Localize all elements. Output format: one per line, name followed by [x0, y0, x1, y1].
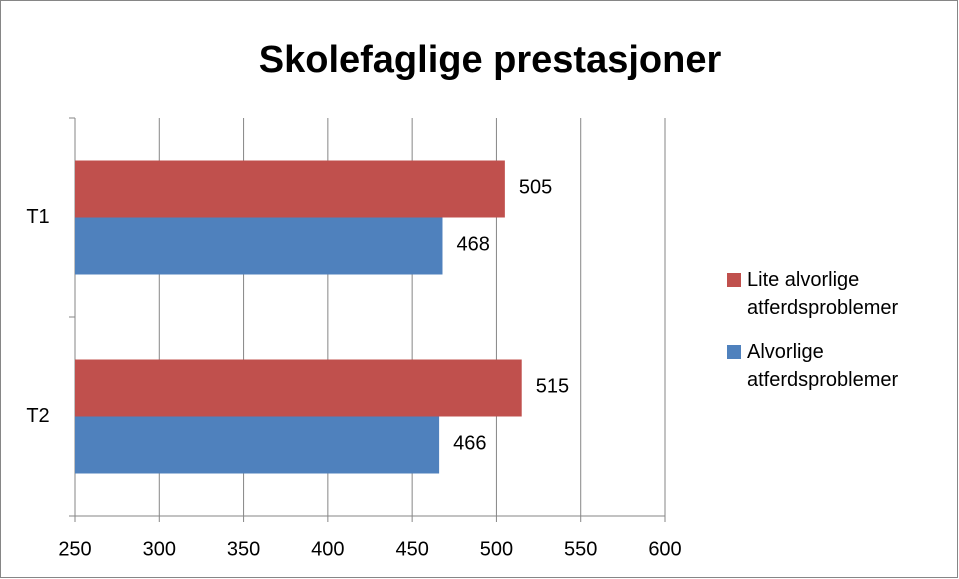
x-tick-label: 550 [564, 538, 597, 560]
legend-item: Alvorlige atferdsproblemer [727, 338, 947, 394]
data-label: 505 [519, 176, 552, 198]
x-tick-label: 300 [143, 538, 176, 560]
bar [75, 160, 505, 218]
y-tick-label: T1 [26, 206, 49, 228]
x-tick-label: 450 [395, 538, 428, 560]
x-tick-label: 600 [648, 538, 681, 560]
legend-label: Alvorlige atferdsproblemer [747, 341, 899, 391]
x-tick-label: 250 [58, 538, 91, 560]
y-tick-label: T2 [26, 405, 49, 427]
bar [75, 359, 522, 417]
data-label: 466 [453, 432, 486, 454]
legend-item: Lite alvorlige atferdsproblemer [727, 266, 947, 322]
bar [75, 217, 443, 275]
chart-title: Skolefaglige prestasjoner [259, 39, 722, 81]
x-tick-label: 350 [227, 538, 260, 560]
data-label: 468 [456, 233, 489, 255]
bar [75, 416, 440, 474]
legend-swatch [727, 345, 741, 359]
x-tick-label: 400 [311, 538, 344, 560]
legend-swatch [727, 273, 741, 287]
legend: Lite alvorlige atferdsproblemer Alvorlige… [727, 266, 947, 410]
legend-label: Lite alvorlige atferdsproblemer [747, 269, 899, 319]
x-tick-label: 500 [480, 538, 513, 560]
data-label: 515 [536, 375, 569, 397]
